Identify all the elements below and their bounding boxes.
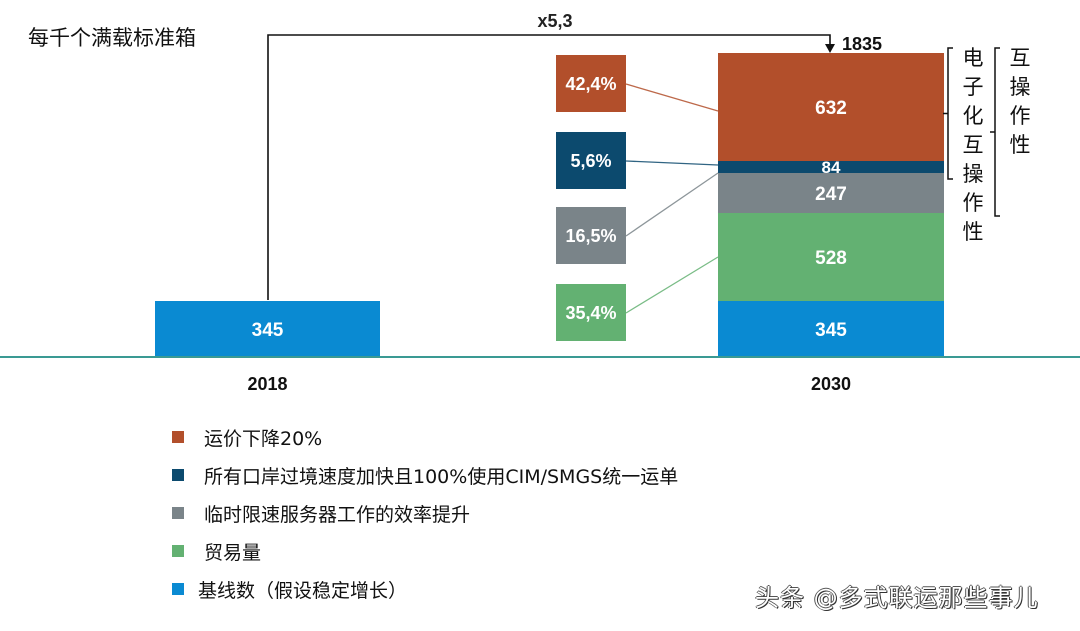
connector-line-trade: [625, 256, 719, 314]
legend-label-base: 基线数（假设稳定增长）: [198, 579, 408, 602]
connector-line-temp: [625, 172, 719, 237]
legend-swatch-border: [172, 469, 184, 481]
legend-label-trade: 贸易量: [204, 541, 262, 564]
legend-item-price: 运价下降20%: [172, 418, 678, 456]
bar-segment-temp-2030: [718, 173, 944, 213]
legend-swatch-trade: [172, 545, 184, 557]
legend-swatch-temp: [172, 507, 184, 519]
data-label-price-2030: 632: [815, 98, 847, 119]
watermark: 头条 @多式联运那些事儿: [755, 584, 1039, 612]
share-box-temp: [556, 207, 626, 264]
bar-segment-base-2030: [718, 301, 944, 357]
bar-segment-border-2030: [718, 161, 944, 173]
bar-segment-trade-2030: [718, 213, 944, 301]
growth-factor-label: x5,3: [537, 11, 572, 31]
bar-segment-price-2030: [718, 53, 944, 161]
connector-line-price: [625, 83, 719, 112]
legend-item-border: 所有口岸过境速度加快且100%使用CIM/SMGS统一运单: [172, 456, 678, 494]
legend-label-price: 运价下降20%: [204, 427, 323, 450]
share-box-border: [556, 132, 626, 189]
legend: 运价下降20% 所有口岸过境速度加快且100%使用CIM/SMGS统一运单 临时限速…: [172, 418, 678, 608]
x-tick-label-2018: 2018: [247, 374, 287, 394]
share-label-temp: 16,5%: [565, 226, 616, 246]
share-label-trade: 35,4%: [565, 303, 616, 323]
connector-line-border: [625, 160, 719, 166]
legend-label-border: 所有口岸过境速度加快且100%使用CIM/SMGS统一运单: [204, 465, 679, 488]
data-label-border-2030: 84: [822, 158, 841, 177]
growth-arrow-line: [267, 34, 831, 300]
data-label-base-2018: 345: [252, 320, 284, 341]
total-label-2030: 1835: [842, 34, 882, 54]
inner-bracket-label: 电子化互操作性: [962, 46, 984, 244]
data-label-trade-2030: 528: [815, 248, 847, 269]
legend-item-temp: 临时限速服务器工作的效率提升: [172, 494, 678, 532]
x-tick-label-2030: 2030: [811, 374, 851, 394]
share-box-price: [556, 55, 626, 112]
legend-item-trade: 贸易量: [172, 532, 678, 570]
share-box-trade: [556, 284, 626, 341]
data-label-temp-2030: 247: [815, 184, 847, 205]
legend-swatch-base: [172, 583, 184, 595]
outer-bracket: [990, 47, 1000, 217]
bar-segment-base-2018: [155, 301, 380, 357]
outer-bracket-label: 互操作性: [1009, 46, 1031, 157]
data-label-base-2030: 345: [815, 320, 847, 341]
legend-label-temp: 临时限速服务器工作的效率提升: [204, 503, 471, 526]
legend-swatch-price: [172, 431, 184, 443]
chart-unit-title: 每千个满载标准箱: [28, 26, 196, 50]
share-label-price: 42,4%: [565, 74, 616, 94]
inner-bracket: [943, 47, 953, 180]
legend-item-base: 基线数（假设稳定增长）: [172, 570, 678, 608]
growth-arrow-head: [825, 44, 835, 53]
share-label-border: 5,6%: [570, 151, 611, 171]
